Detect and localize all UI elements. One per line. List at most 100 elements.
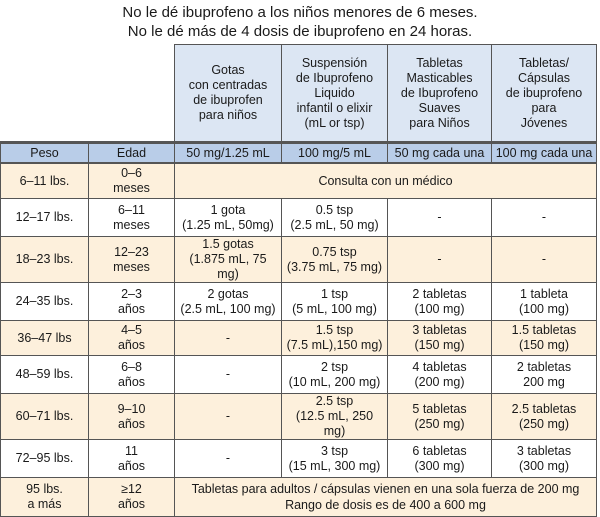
dose-cell: 1.5 tsp (7.5 mL),150 mg) <box>281 320 388 356</box>
cell-line: 4 tabletas <box>412 359 467 374</box>
table-row: 12–17 lbs. 6–11 meses 1 gota (1.25 mL, 50mg)… <box>0 198 597 237</box>
cell-line: - <box>437 210 442 224</box>
product-header-suspension: Suspensión de Ibuprofeno Liquido infanti… <box>281 44 388 143</box>
cell-line: 9–10 <box>117 401 146 416</box>
table-row: 6–11 lbs. 0–6 meses Consulta con un médico <box>0 162 597 199</box>
weight-cell: 95 lbs. a más <box>0 477 89 517</box>
weight-cell: 24–35 lbs. <box>0 282 89 321</box>
cell-line: (200 mg) <box>414 374 465 389</box>
product-name-line: con centradas <box>188 78 268 92</box>
cell-line: años <box>117 458 146 473</box>
cell-line: Tabletas para adultos / cápsulas vienen … <box>191 482 580 496</box>
dose-cell: 1 gota (1.25 mL, 50mg) <box>174 198 282 237</box>
dose-cell: 6 tabletas (300 mg) <box>387 439 492 478</box>
dose-cell: - <box>491 198 597 237</box>
cell-line: (15 mL, 300 mg) <box>288 458 381 473</box>
cell-line: 48–59 lbs. <box>15 367 74 381</box>
cell-line: 1 gota <box>210 202 246 217</box>
age-cell: 0–6 meses <box>88 162 175 199</box>
cell-line: 1.5 tabletas <box>511 323 577 337</box>
table-row: 60–71 lbs. 9–10 años - 2.5 tsp (12.5 mL, 250 … <box>0 393 597 440</box>
dose-cell: 0.5 tsp (2.5 mL, 50 mg) <box>281 198 388 237</box>
cell-line: (2.5 mL, 50 mg) <box>290 217 379 232</box>
dose-cell: 2 tabletas (100 mg) <box>387 282 492 321</box>
product-name-line: de ibuprofeno <box>505 85 583 100</box>
weight-cell: 72–95 lbs. <box>0 439 89 478</box>
cell-line: - <box>541 252 547 266</box>
dose-cell: 2.5 tabletas (250 mg) <box>491 393 597 440</box>
cell-line: ≥12 <box>121 482 142 496</box>
cell-line: 6–11 lbs. <box>19 173 70 188</box>
dose-cell: - <box>174 355 282 394</box>
cell-line: (250 mg) <box>414 416 465 431</box>
cell-line: - <box>225 451 231 465</box>
age-cell: 12–23 meses <box>88 236 175 283</box>
dose-cell: - <box>174 320 282 356</box>
cell-line: Rango de dosis es de 400 a 600 mg <box>285 498 486 512</box>
cell-line: - <box>225 330 231 345</box>
dose-cell: 4 tabletas (200 mg) <box>387 355 492 394</box>
weight-cell: 60–71 lbs. <box>0 393 89 440</box>
dose-cell: 0.75 tsp (3.75 mL, 75 mg) <box>281 236 388 283</box>
cell-line: (7.5 mL),150 mg) <box>286 338 383 352</box>
cell-line: 72–95 lbs. <box>15 451 74 465</box>
cell-line: (12.5 mL, 250 mg) <box>295 409 374 438</box>
cell-line: 6–8 <box>121 359 142 374</box>
dose-cell: 1 tableta (100 mg) <box>491 282 597 321</box>
product-name-line: para niños <box>198 108 258 122</box>
cell-line: (100 mg) <box>518 301 570 316</box>
dose-rows: 6–11 lbs. 0–6 meses Consulta con un médico 1… <box>0 162 597 517</box>
weight-cell: 6–11 lbs. <box>0 162 89 199</box>
cell-line: 4–5 <box>121 323 142 337</box>
table-row: 18–23 lbs. 12–23 meses 1.5 gotas (1.875 mL, … <box>0 236 597 283</box>
cell-line: 60–71 lbs. <box>15 409 74 423</box>
merged-note-cell: Tabletas para adultos / cápsulas vienen … <box>174 477 597 517</box>
cell-line: 2 tabletas <box>516 359 572 374</box>
age-cell: 2–3 años <box>88 282 175 321</box>
cell-line: 2 tsp <box>320 359 349 374</box>
cell-line: 1 tsp <box>320 286 349 301</box>
age-cell: 11 años <box>88 439 175 478</box>
cell-line: (250 mg) <box>518 416 570 431</box>
dose-cell: 1.5 gotas (1.875 mL, 75 mg) <box>174 236 282 283</box>
product-name-line: de Ibuprofeno <box>295 70 374 85</box>
weight-cell: 12–17 lbs. <box>0 198 89 237</box>
cell-line: (1.875 mL, 75 mg) <box>189 252 267 281</box>
cell-line: 0–6 <box>121 166 142 180</box>
cell-line: 3 tabletas <box>412 323 467 337</box>
product-name-line: Tabletas <box>416 55 463 70</box>
cell-line: 5 tabletas <box>412 401 467 416</box>
cell-line: 2.5 tsp <box>315 394 354 409</box>
cell-line: - <box>437 252 442 266</box>
cell-line: meses <box>113 259 150 274</box>
age-cell: 9–10 años <box>88 393 175 440</box>
dose-cell: - <box>491 236 597 283</box>
age-cell: 6–8 años <box>88 355 175 394</box>
cell-line: (2.5 mL, 100 mg) <box>180 301 276 316</box>
product-name-line: (mL or tsp) <box>304 115 365 130</box>
age-column-header: Edad <box>88 141 175 164</box>
cell-line: 1.5 tsp <box>315 323 354 337</box>
product-strength: 100 mg cada una <box>491 141 597 164</box>
dosing-warnings: No le dé ibuprofeno a los niños menores … <box>0 3 600 41</box>
product-strength: 50 mg cada una <box>387 141 492 164</box>
weight-column-header: Peso <box>0 141 89 164</box>
product-strength: 100 mg/5 mL <box>281 141 388 164</box>
cell-line: 3 tabletas <box>516 443 572 458</box>
table-row: 48–59 lbs. 6–8 años - 2 tsp (10 mL, 200 mg) 4 … <box>0 355 597 394</box>
dose-cell: - <box>387 236 492 283</box>
dose-cell: - <box>174 393 282 440</box>
cell-line: años <box>117 338 146 352</box>
product-name-line: para <box>531 100 557 115</box>
cell-line: 95 lbs. <box>26 482 63 496</box>
cell-line: años <box>117 301 146 316</box>
cell-line: (10 mL, 200 mg) <box>288 374 381 389</box>
cell-line: 1 tableta <box>520 286 568 301</box>
warning-line: No le dé más de 4 dosis de ibuprofeno en… <box>127 23 473 40</box>
dose-cell: 2 tabletas 200 mg <box>491 355 597 394</box>
warning-line: No le dé ibuprofeno a los niños menores … <box>122 4 478 21</box>
cell-line: 2.5 tabletas <box>511 401 577 416</box>
product-name-line: de ibuprofen <box>193 93 263 107</box>
table-row: 24–35 lbs. 2–3 años 2 gotas (2.5 mL, 100 mg)… <box>0 282 597 321</box>
product-name-line: de Ibuprofeno <box>400 85 479 100</box>
